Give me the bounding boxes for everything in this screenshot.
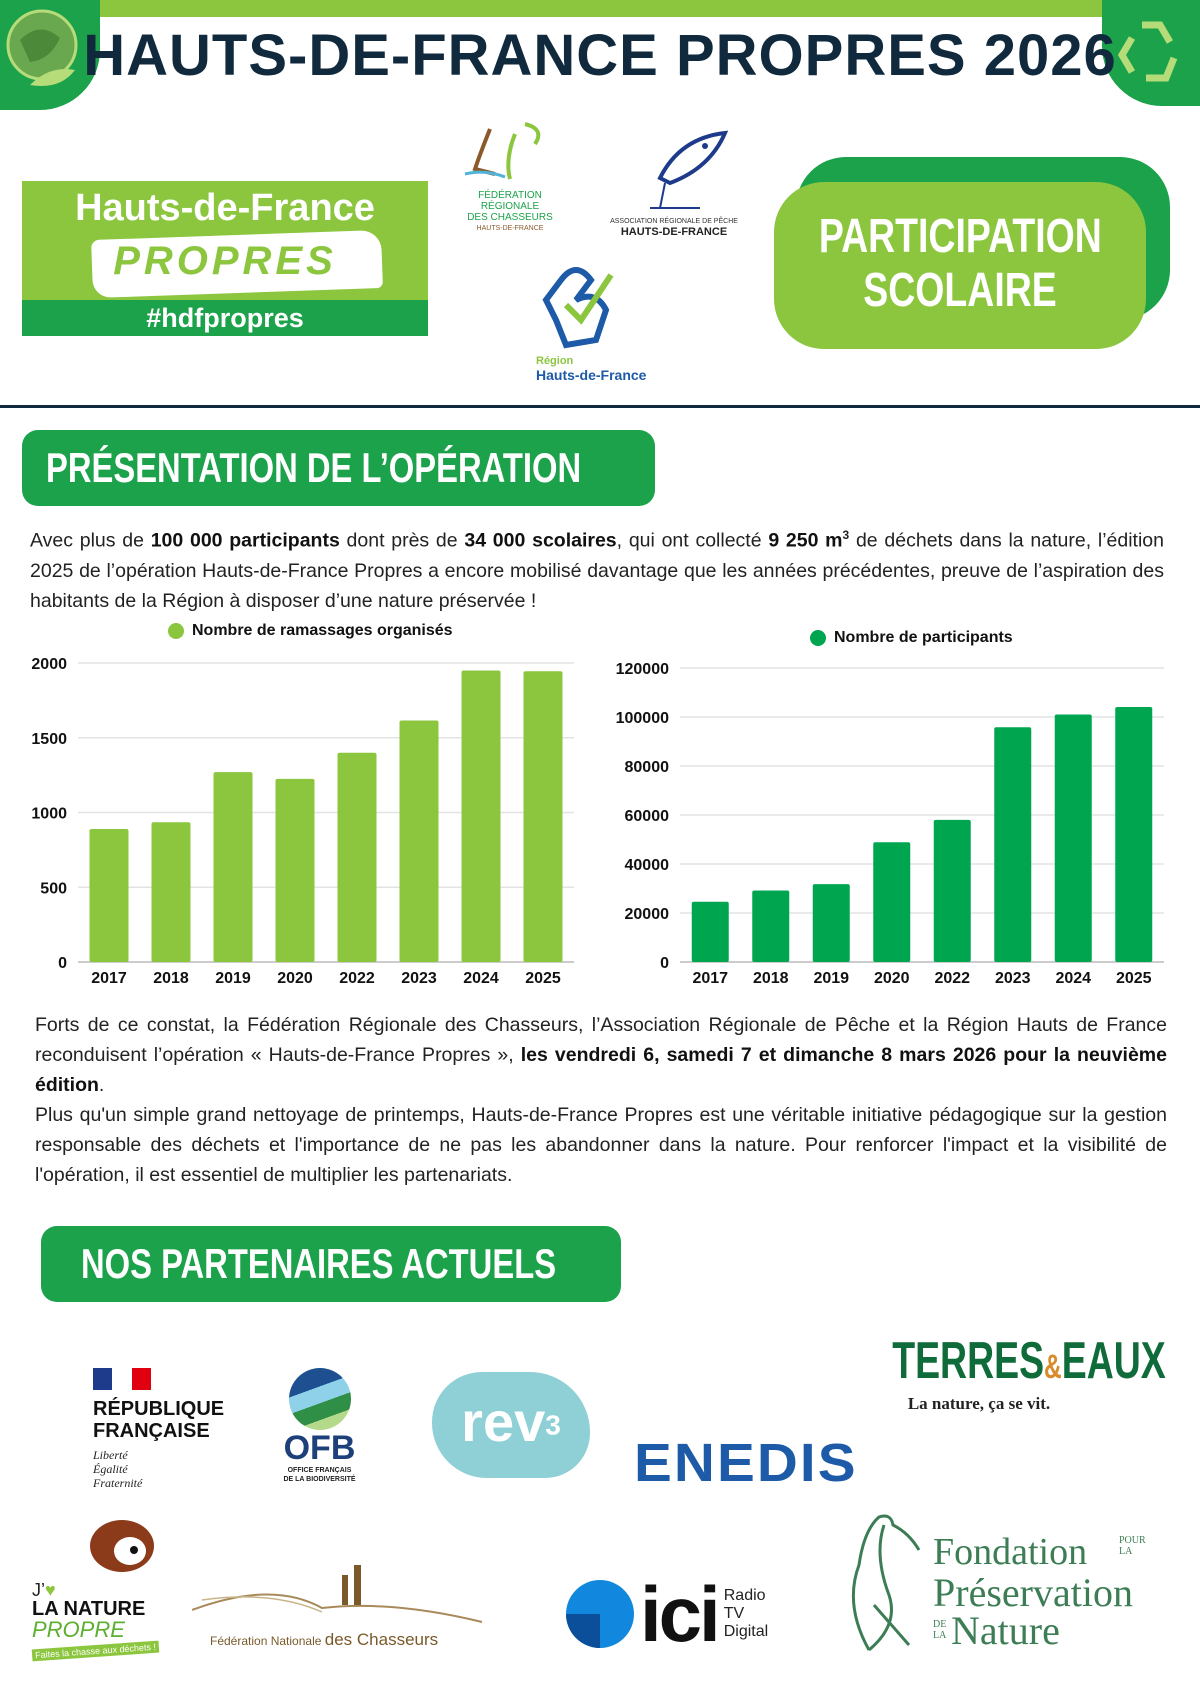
bar-2019 xyxy=(812,884,850,962)
region-hdf-logo: Région Hauts-de-France xyxy=(536,260,656,385)
bar-2022 xyxy=(337,752,377,962)
x-tick-label: 2023 xyxy=(401,970,437,987)
bar-2025 xyxy=(523,671,563,962)
y-tick-label: 120000 xyxy=(616,661,669,678)
chart-ramassages: 0 500 1000 1500 2000 2017 2018 2019 2020 2022 2023… xyxy=(31,656,574,987)
bar-2024 xyxy=(461,670,501,962)
edition-paragraph: Forts de ce constat, la Fédération Régio… xyxy=(35,1014,1167,1186)
x-tick-label: 2024 xyxy=(463,970,499,987)
x-tick-label: 2017 xyxy=(91,970,127,987)
hunters-landscape-icon xyxy=(191,1565,483,1623)
dog-icon xyxy=(90,1520,154,1572)
logo-text: PROPRES xyxy=(113,239,337,283)
fnc-logo: Fédération Nationale des Chasseurs xyxy=(191,1560,492,1655)
x-tick-label: 2019 xyxy=(215,970,251,987)
top-accent-bar xyxy=(92,0,1105,17)
hdf-propres-logo: Hauts-de-France PROPRES #hdfpropres xyxy=(22,181,428,336)
france-heart-icon xyxy=(542,267,614,349)
heron-icon xyxy=(851,1514,921,1652)
chart-participants: 0 20000 40000 60000 80000 100000 120000 2017 201… xyxy=(616,661,1164,987)
bar-2020 xyxy=(275,778,315,962)
legend-swatch xyxy=(810,630,826,646)
y-tick-label: 0 xyxy=(58,955,67,972)
fondation-preservation-nature-logo: Fondation POUR LA Préservation DE LA Natur… xyxy=(829,1505,1169,1657)
terres-et-eaux-logo: TERRES&EAUX La nature, ça se vit. xyxy=(892,1332,1166,1413)
legend-swatch xyxy=(168,623,184,639)
frc-logo: FÉDÉRATION RÉGIONALE DES CHASSEURS HAUTS… xyxy=(455,119,565,245)
y-tick-label: 500 xyxy=(40,880,67,897)
rev3-logo: rev3 xyxy=(432,1372,590,1478)
x-tick-label: 2018 xyxy=(153,970,189,987)
x-tick-label: 2022 xyxy=(339,970,375,987)
bar-2022 xyxy=(933,819,971,962)
bar-2018 xyxy=(752,890,790,962)
y-tick-label: 80000 xyxy=(625,759,670,776)
hunters-animals-icon xyxy=(464,122,541,180)
x-tick-label: 2025 xyxy=(525,970,561,987)
hashtag: #hdfpropres xyxy=(22,300,428,336)
enedis-logo: ENEDIS xyxy=(634,1433,858,1493)
page-title: HAUTS-DE-FRANCE PROPRES 2026 xyxy=(83,23,1117,88)
y-tick-label: 1000 xyxy=(31,806,67,823)
y-tick-label: 100000 xyxy=(616,710,669,727)
y-tick-label: 0 xyxy=(660,955,669,972)
y-tick-label: 60000 xyxy=(625,808,670,825)
bar-2023 xyxy=(399,720,439,962)
bar-2024 xyxy=(1054,714,1092,962)
y-tick-label: 2000 xyxy=(31,656,67,673)
ici-logo: ici Radio TV Digital xyxy=(566,1575,802,1653)
intro-paragraph: Avec plus de 100 000 participants dont p… xyxy=(30,528,1164,612)
participation-badge: PARTICIPATION SCOLAIRE xyxy=(774,182,1146,349)
y-tick-label: 40000 xyxy=(625,857,670,874)
x-tick-label: 2022 xyxy=(934,970,970,987)
ici-circle-icon xyxy=(566,1580,634,1648)
bar-2019 xyxy=(213,772,253,962)
x-tick-label: 2019 xyxy=(813,970,849,987)
ofb-logo: OFB OFFICE FRANÇAIS DE LA BIODIVERSITÉ xyxy=(272,1368,367,1493)
x-tick-label: 2024 xyxy=(1055,970,1091,987)
jaime-la-nature-propre-logo: J’♥ LA NATURE PROPRE Faites la chasse au… xyxy=(31,1516,177,1662)
divider xyxy=(0,405,1200,408)
x-tick-label: 2018 xyxy=(753,970,789,987)
bar-2018 xyxy=(151,822,191,962)
bar-2017 xyxy=(89,828,129,962)
section-header-partners: NOS PARTENAIRES ACTUELS xyxy=(41,1226,621,1302)
ofb-globe-icon xyxy=(288,1368,351,1430)
arp-logo: ASSOCIATION RÉGIONALE DE PÊCHE HAUTS-DE-… xyxy=(600,128,748,248)
y-tick-label: 1500 xyxy=(31,731,67,748)
x-tick-label: 2025 xyxy=(1116,970,1152,987)
logo-text: Hauts-de-France xyxy=(75,187,375,229)
chart2-legend: Nombre de participants xyxy=(810,629,1013,647)
fish-icon xyxy=(650,130,729,209)
y-tick-label: 20000 xyxy=(625,906,670,923)
republique-francaise-logo: RÉPUBLIQUE FRANÇAISE Liberté Égalité Frate… xyxy=(93,1368,238,1496)
x-tick-label: 2020 xyxy=(874,970,910,987)
earth-leaf-icon xyxy=(0,0,100,110)
section-header-presentation: PRÉSENTATION DE L’OPÉRATION xyxy=(22,430,655,506)
bar-2025 xyxy=(1115,706,1153,962)
x-tick-label: 2020 xyxy=(277,970,313,987)
bar-2017 xyxy=(691,901,729,962)
bar-2023 xyxy=(994,727,1032,962)
chart1-legend: Nombre de ramassages organisés xyxy=(168,622,453,640)
bar-2020 xyxy=(873,842,911,962)
x-tick-label: 2023 xyxy=(995,970,1031,987)
x-tick-label: 2017 xyxy=(692,970,728,987)
